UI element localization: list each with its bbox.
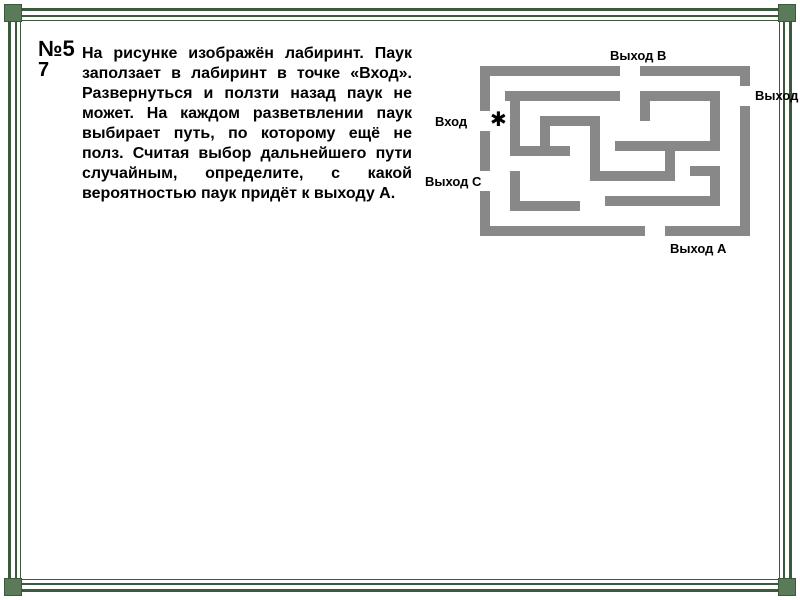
maze-wall [740,66,750,86]
spider-icon: ✱ [490,110,507,130]
maze-container: ВходВыход BВыход DВыход CВыход A✱ [430,44,770,254]
corner-tl [4,4,22,22]
maze-wall [480,66,620,76]
task-number-sub: 7 [38,60,75,80]
maze-wall [480,66,490,111]
maze-label-exit_a: Выход A [670,241,726,256]
maze-wall [505,91,620,101]
maze-wall [590,171,675,181]
maze-wall [665,226,750,236]
maze-wall [480,131,490,171]
maze-label-exit_b: Выход B [610,48,666,63]
corner-br [778,578,796,596]
maze-wall [510,201,580,211]
maze-wall [710,91,720,146]
task-text: На рисунке изображён лабиринт. Паук запо… [82,44,412,204]
corner-bl [4,578,22,596]
task-number: №5 7 [38,38,75,80]
maze-wall [605,196,720,206]
maze-wall [640,66,750,76]
maze-wall [740,106,750,236]
maze-label-exit_c: Выход C [425,174,481,189]
task-number-main: №5 [38,36,75,61]
maze: ВходВыход BВыход DВыход CВыход A✱ [480,66,750,236]
maze-label-entrance: Вход [435,114,467,129]
maze-wall [640,91,720,101]
maze-label-exit_d: Выход D [755,88,800,103]
corner-tr [778,4,796,22]
maze-wall [640,91,650,121]
maze-wall [480,226,645,236]
maze-wall [710,166,720,201]
maze-wall [540,116,595,126]
content-area: №5 7 На рисунке изображён лабиринт. Паук… [30,30,770,570]
maze-wall [510,91,520,151]
maze-wall [665,141,675,181]
